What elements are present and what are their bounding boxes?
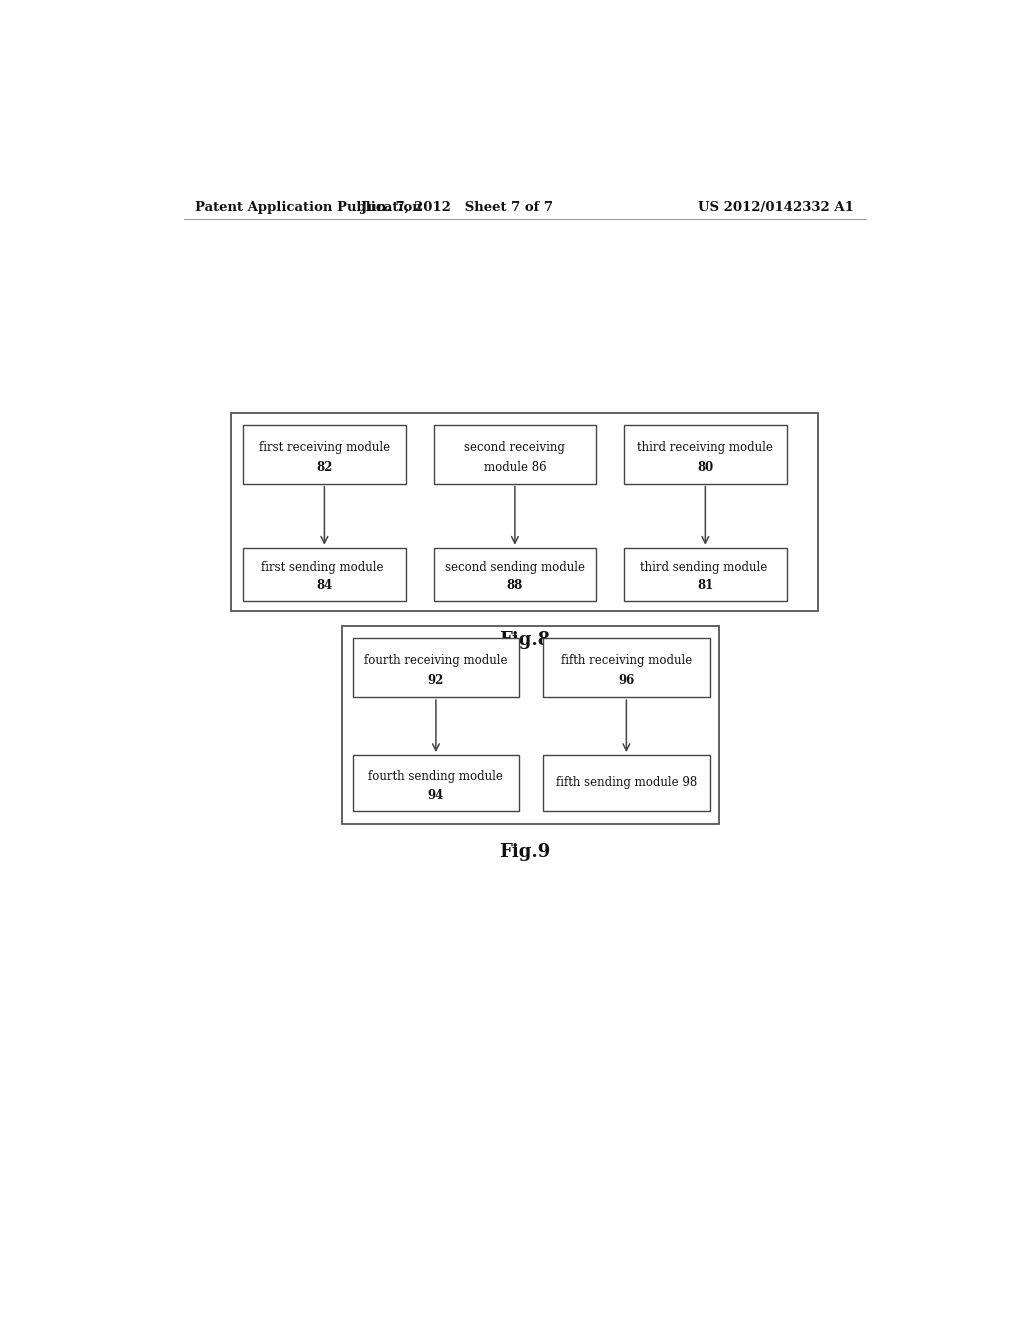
Text: first receiving module: first receiving module [259,441,390,454]
Text: 81: 81 [697,579,714,593]
Text: fifth receiving module: fifth receiving module [561,653,692,667]
Text: 80: 80 [697,461,714,474]
Text: second receiving: second receiving [465,441,565,454]
Text: 88: 88 [507,579,523,593]
Bar [243,425,406,483]
Bar [342,626,719,824]
Bar [543,755,710,810]
Text: Fig.8: Fig.8 [499,631,551,649]
Text: first sending module: first sending module [261,561,387,574]
Bar [352,638,519,697]
Text: fourth sending module: fourth sending module [369,770,504,783]
Text: Jun. 7, 2012   Sheet 7 of 7: Jun. 7, 2012 Sheet 7 of 7 [361,201,553,214]
Text: fifth sending module 98: fifth sending module 98 [556,776,697,789]
Text: third sending module: third sending module [640,561,771,574]
Bar [624,548,786,601]
Bar [231,413,818,611]
Text: US 2012/0142332 A1: US 2012/0142332 A1 [698,201,854,214]
Text: 94: 94 [428,789,444,801]
Text: 96: 96 [618,675,635,688]
Text: 92: 92 [428,675,444,688]
Text: 82: 82 [316,461,333,474]
Text: second sending module: second sending module [444,561,585,574]
Bar [433,425,596,483]
Bar [433,548,596,601]
Bar [243,548,406,601]
Text: third receiving module: third receiving module [637,441,773,454]
Bar [543,638,710,697]
Text: module 86: module 86 [483,461,546,474]
Bar [624,425,786,483]
Text: Fig.9: Fig.9 [499,843,551,862]
Text: Patent Application Publication: Patent Application Publication [196,201,422,214]
Bar [352,755,519,810]
Text: 84: 84 [316,579,333,593]
Text: fourth receiving module: fourth receiving module [365,653,508,667]
